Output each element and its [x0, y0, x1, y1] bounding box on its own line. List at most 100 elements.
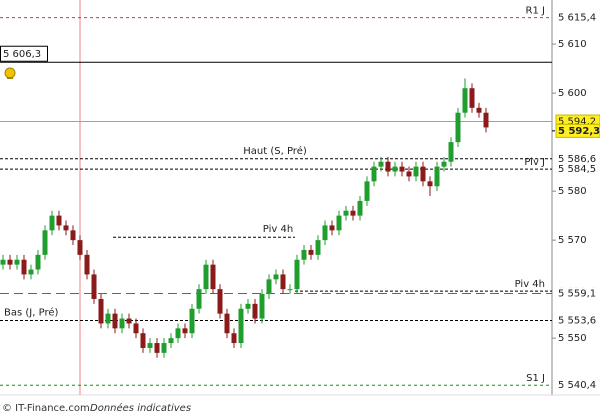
level-label: Piv 4h	[263, 224, 293, 235]
y-tick-label: 5 580	[558, 186, 587, 197]
alert-icon	[4, 67, 16, 79]
level-label: R1 J	[526, 6, 545, 17]
candle-body	[63, 225, 69, 231]
candle-body	[49, 215, 55, 231]
candle-body	[476, 107, 482, 113]
price-label: 5 559,1	[558, 289, 596, 300]
level-label: Haut (S, Pré)	[243, 145, 307, 157]
candle-body	[217, 289, 223, 314]
price-box	[556, 287, 600, 301]
candle-body	[91, 274, 97, 299]
y-tick-label: 5 570	[558, 235, 587, 246]
price-box	[556, 314, 600, 328]
price-box	[556, 162, 600, 176]
candle-body	[441, 161, 447, 167]
candle-body	[392, 166, 398, 172]
candle-body	[119, 318, 125, 329]
level-label: Bas (J, Pré)	[4, 307, 58, 319]
price-label: 5 586,6	[558, 154, 596, 165]
candle-body	[455, 112, 461, 143]
price-label: 5 594,2	[558, 117, 596, 128]
candle-body	[371, 166, 377, 182]
candle-body	[14, 259, 20, 265]
candle-body	[301, 249, 307, 260]
y-tick-label: 5 610	[558, 39, 587, 50]
level-label: S1 J	[526, 373, 545, 384]
candle-body	[84, 254, 90, 275]
candle-body	[413, 166, 419, 177]
price-box	[0, 45, 48, 62]
candle-body	[77, 240, 83, 255]
candle-body	[133, 323, 139, 334]
price-label: 5 606,3	[3, 49, 41, 60]
candle-body	[385, 161, 391, 172]
candle-body	[336, 215, 342, 231]
level-label: Piv J	[524, 157, 545, 168]
candle-body	[322, 225, 328, 241]
candle-body	[161, 343, 167, 353]
candle-body	[21, 259, 27, 275]
candle-body	[357, 200, 363, 216]
candle-body	[168, 338, 174, 344]
price-label: 5 553,6	[558, 316, 596, 327]
candle-body	[182, 328, 188, 334]
candle-body	[238, 308, 244, 344]
candle-body	[406, 171, 412, 177]
candle-body	[140, 333, 146, 348]
candle-body	[399, 166, 405, 172]
candle-body	[224, 313, 230, 334]
candle-body	[154, 343, 160, 353]
candle-body	[259, 294, 265, 319]
candle-body	[196, 289, 202, 309]
footer-source: © IT-Finance.com	[2, 403, 90, 414]
candle-body	[308, 249, 314, 255]
candle-body	[189, 308, 195, 334]
candle-body	[364, 181, 370, 201]
candle-body	[350, 210, 356, 216]
level-label: Piv 4h	[515, 279, 545, 290]
candle-body	[434, 166, 440, 187]
candle-body	[56, 215, 62, 226]
candle-body	[448, 142, 454, 162]
y-tick-label: 5 600	[558, 88, 587, 99]
candle-body	[427, 181, 433, 187]
candle-body	[280, 274, 286, 290]
candle-body	[0, 259, 6, 265]
candle-body	[273, 274, 279, 280]
price-label: 5 584,5	[558, 164, 596, 175]
candle-body	[420, 166, 426, 182]
candle-body	[105, 313, 111, 324]
price-label: 5 615,4	[558, 13, 596, 24]
y-tick-label: 5 550	[558, 333, 587, 344]
candle-body	[70, 230, 76, 241]
candle-body	[112, 313, 118, 329]
candle-body	[329, 225, 335, 231]
candle-body	[35, 254, 41, 270]
price-box	[555, 123, 600, 138]
candle-body	[483, 112, 489, 128]
price-box	[556, 152, 600, 166]
candle-body	[378, 161, 384, 167]
candle-body	[294, 259, 300, 290]
price-label: 5 592,3	[558, 126, 600, 137]
candle-body	[462, 88, 468, 113]
candle-body	[28, 269, 34, 275]
candle-body	[203, 264, 209, 290]
candle-body	[231, 333, 237, 344]
candle-body	[98, 298, 104, 324]
candle-body	[245, 303, 251, 309]
footer-note: Données indicatives	[90, 402, 191, 414]
candle-body	[287, 289, 293, 291]
candle-body	[343, 210, 349, 216]
price-label: 5 540,4	[558, 380, 596, 391]
candle-body	[147, 343, 153, 348]
candle-body	[210, 264, 216, 290]
candle-body	[126, 318, 132, 324]
candle-body	[315, 240, 321, 255]
price-box	[556, 11, 600, 25]
candle-body	[7, 259, 13, 265]
candle-body	[266, 279, 272, 295]
candle-body	[42, 230, 48, 255]
